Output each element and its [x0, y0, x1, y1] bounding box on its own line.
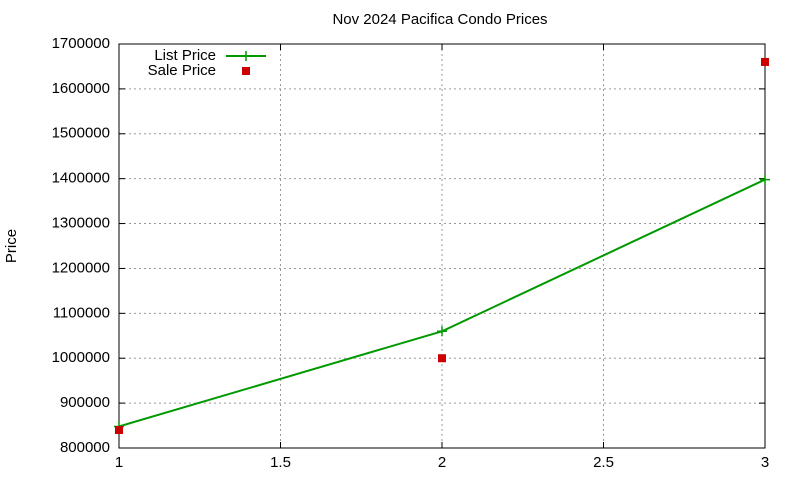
point	[437, 326, 447, 337]
legend-swatch	[242, 67, 250, 75]
y-tick-label: 1700000	[52, 35, 110, 52]
x-tick-label: 2.5	[593, 454, 614, 471]
x-tick-label: 3	[761, 454, 769, 471]
point	[761, 57, 769, 66]
y-tick-label: 1200000	[52, 259, 110, 276]
point	[438, 354, 446, 363]
legend-swatch	[241, 51, 251, 61]
y-tick-label: 1400000	[52, 170, 110, 187]
x-tick-label: 2	[438, 454, 446, 471]
x-tick-label: 1	[115, 454, 123, 471]
x-tick-label: 1.5	[270, 454, 291, 471]
y-tick-label: 900000	[60, 394, 110, 411]
legend-label: List Price	[154, 47, 216, 64]
y-tick-label: 1300000	[52, 215, 110, 232]
point	[760, 174, 770, 185]
legend-label: Sale Price	[148, 62, 216, 79]
point	[115, 426, 123, 435]
y-tick-label: 1500000	[52, 125, 110, 142]
y-tick-label: 800000	[60, 439, 110, 456]
y-tick-label: 1100000	[53, 304, 110, 321]
plot-border	[118, 43, 766, 449]
y-axis-label: Price	[3, 229, 20, 263]
y-tick-label: 1000000	[52, 349, 110, 366]
chart-title: Nov 2024 Pacifica Condo Prices	[332, 11, 547, 28]
y-tick-label: 1600000	[52, 80, 110, 97]
